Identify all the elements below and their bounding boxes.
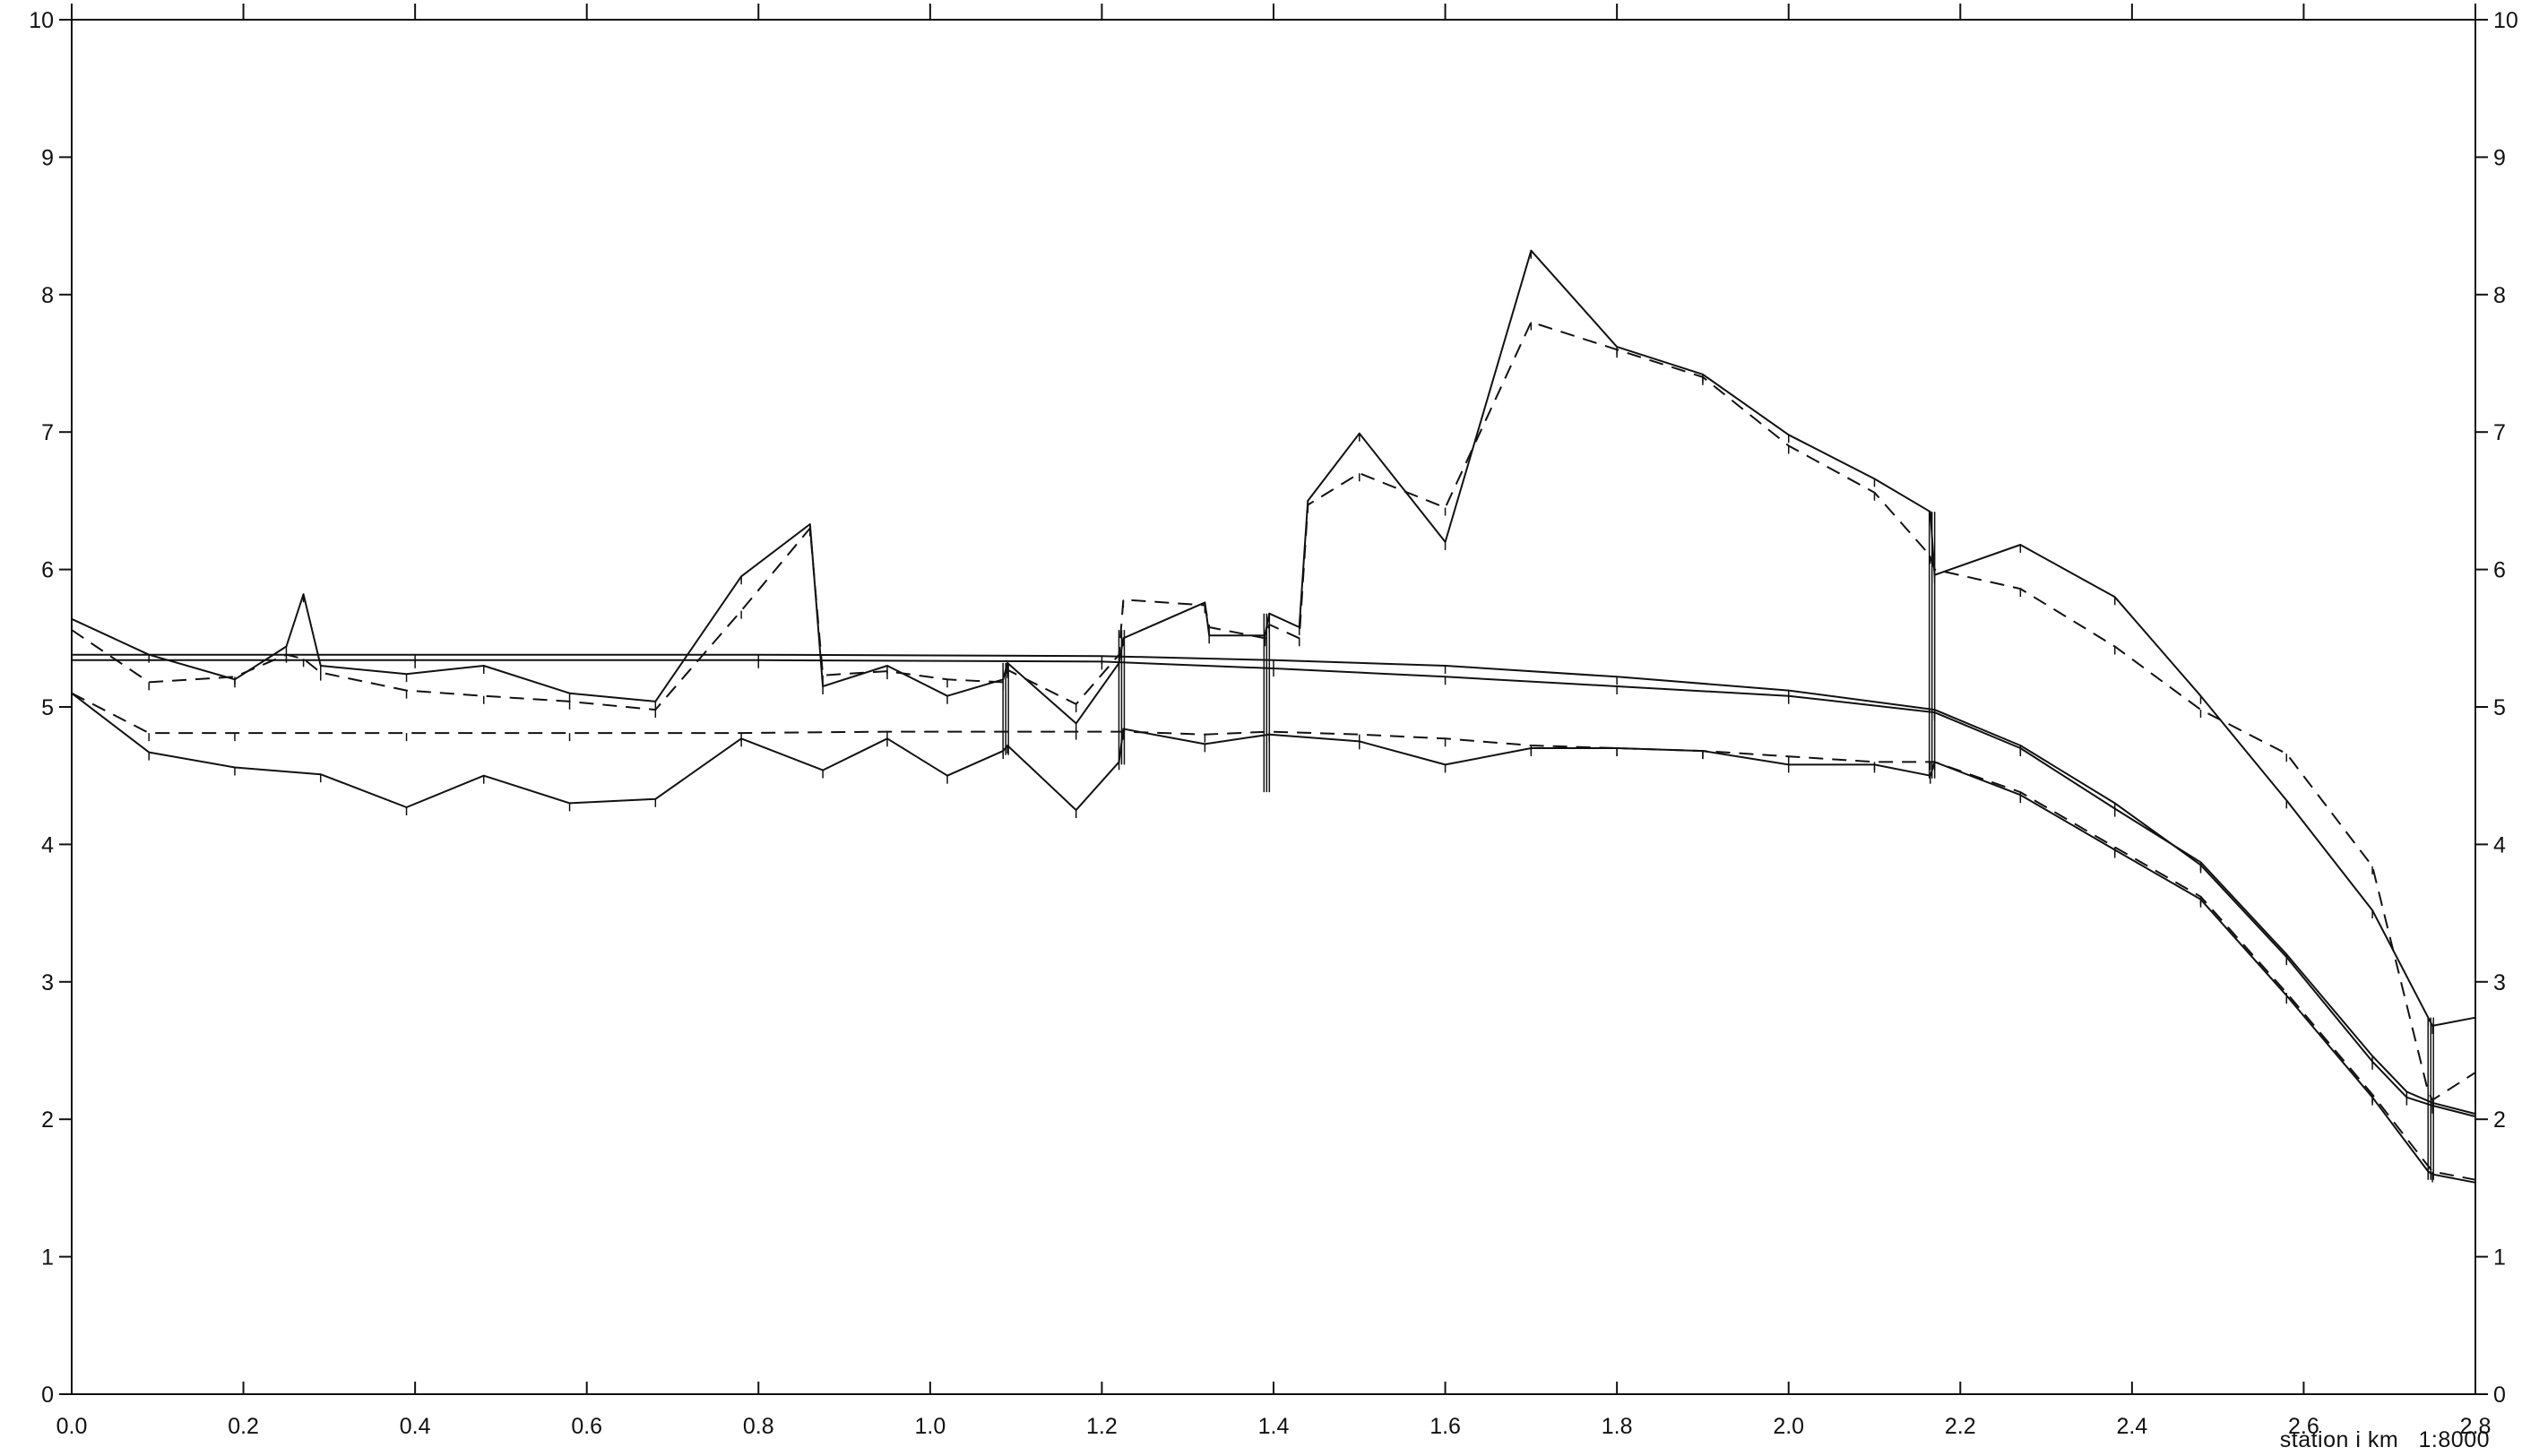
y-tick-label-right: 1 <box>2493 1245 2506 1271</box>
series-line-6 <box>72 659 2476 1116</box>
y-tick-label-left: 7 <box>41 420 54 445</box>
y-tick-label-left: 3 <box>41 970 54 995</box>
x-tick-label: 0.6 <box>571 1414 602 1439</box>
y-tick-label-left: 6 <box>41 558 54 583</box>
y-tick-label-right: 5 <box>2493 695 2506 720</box>
x-tick-label: 1.4 <box>1258 1414 1290 1439</box>
y-tick-label-left: 8 <box>41 283 54 308</box>
y-tick-label-right: 9 <box>2493 145 2506 170</box>
series-line-5 <box>72 653 2476 1118</box>
y-tick-label-left: 0 <box>41 1383 54 1408</box>
x-tick-label: 2.0 <box>1773 1414 1804 1439</box>
x-tick-label: 0.4 <box>400 1414 431 1439</box>
x-tick-label: 1.8 <box>1602 1414 1633 1439</box>
y-tick-label-right: 6 <box>2493 558 2506 583</box>
y-tick-label-left: 1 <box>41 1245 54 1271</box>
series-line-1 <box>71 249 2476 1027</box>
series-line-2 <box>71 321 2476 1101</box>
y-tick-label-left: 9 <box>41 145 54 170</box>
axis-ticks <box>59 4 2488 1395</box>
x-tick-label: 2.6 <box>2288 1414 2319 1439</box>
y-tick-label-left: 5 <box>41 695 54 720</box>
x-tick-label: 2.2 <box>1945 1414 1976 1439</box>
y-tick-label-right: 2 <box>2493 1107 2506 1133</box>
x-axis-caption: station i km 1:8000 <box>2279 1427 2490 1452</box>
tick-labels: 0.0 0.2 0.4 0.6 0.8 1.0 1.2 1.4 1.6 1.8 2.0 2.2 2.4 2… <box>29 8 2518 1439</box>
y-tick-label-left: 4 <box>41 832 54 857</box>
series-line-4 <box>71 692 2476 1181</box>
x-tick-label: 2.8 <box>2460 1414 2492 1439</box>
y-tick-label-left: 2 <box>41 1107 54 1133</box>
x-tick-label: 0.8 <box>743 1414 774 1439</box>
x-tick-label: 1.2 <box>1086 1414 1118 1439</box>
y-tick-label-right: 0 <box>2493 1383 2506 1408</box>
y-tick-label-right: 8 <box>2493 283 2506 308</box>
data-series <box>71 249 2476 1191</box>
plot-border <box>71 19 2476 1395</box>
y-tick-label-right: 4 <box>2493 832 2506 857</box>
x-tick-label: 0.0 <box>56 1414 88 1439</box>
series-line-3 <box>71 692 2476 1184</box>
x-tick-label: 1.6 <box>1429 1414 1461 1439</box>
y-tick-label-right: 3 <box>2493 970 2506 995</box>
x-tick-label: 1.0 <box>914 1414 946 1439</box>
plot-frame <box>71 19 2476 1395</box>
y-tick-label-right: 7 <box>2493 420 2506 445</box>
x-tick-label: 0.2 <box>228 1414 259 1439</box>
y-tick-label-left: 10 <box>29 8 54 33</box>
y-tick-label-right: 10 <box>2493 8 2518 33</box>
x-tick-label: 2.4 <box>2116 1414 2147 1439</box>
